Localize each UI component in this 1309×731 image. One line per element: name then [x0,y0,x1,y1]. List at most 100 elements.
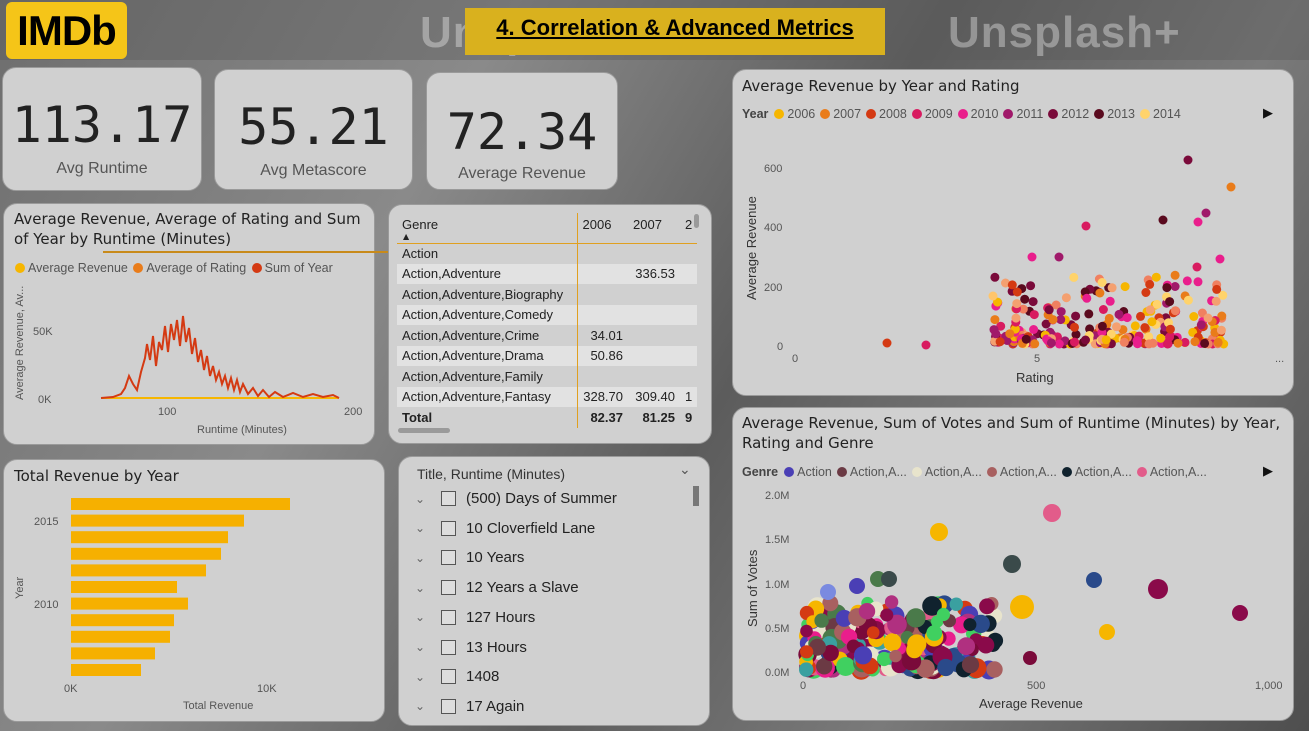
bar[interactable] [71,581,177,593]
scatter-point[interactable] [1097,278,1107,287]
chevron-expand-icon[interactable]: ⌄ [415,491,426,506]
table-row[interactable]: Action [397,243,697,264]
table-row[interactable]: Action,Adventure 336.53 [397,263,698,284]
scatter-point[interactable] [1002,336,1012,345]
chevron-expand-icon[interactable]: ⌄ [415,580,426,595]
scatter-point[interactable] [1211,296,1221,306]
kpi-card-average-revenue[interactable]: 72.34 Average Revenue [426,72,618,190]
scatter-point[interactable] [988,291,998,301]
scatter-point[interactable] [1196,320,1206,330]
scatter-point[interactable] [1226,182,1236,192]
scatter-point[interactable] [1182,276,1192,286]
scatter-point[interactable] [877,651,892,667]
scatter-point[interactable] [1165,297,1175,307]
scatter-point[interactable] [799,662,814,677]
scatter-point[interactable] [1189,312,1199,321]
scatter-point[interactable] [1105,296,1115,306]
scatter-point[interactable] [882,338,892,348]
scatter-point[interactable] [1170,282,1180,291]
bar[interactable] [71,531,228,544]
scatter-point[interactable] [961,656,980,674]
bar[interactable] [71,514,244,527]
chevron-expand-icon[interactable]: ⌄ [415,521,426,536]
checkbox[interactable] [441,580,456,596]
chevron-down-icon[interactable]: ⌄ [679,462,691,478]
table-row[interactable]: Action,Adventure,Drama 50.86 [397,345,698,366]
scatter-point[interactable] [1070,322,1079,332]
scatter-point[interactable] [816,658,833,675]
scatter-point[interactable] [1158,215,1168,225]
scatter-point[interactable] [1048,315,1058,325]
scatter-point[interactable] [937,658,955,677]
scatter-point[interactable] [1193,277,1203,287]
scatter-point[interactable] [1140,323,1150,333]
checkbox[interactable] [441,550,456,566]
scatter-point[interactable] [1070,337,1079,347]
line-chart-card[interactable] [3,203,375,445]
scatter-point[interactable] [1071,311,1081,321]
bar[interactable] [71,664,141,676]
line-chart-legend[interactable]: Average Revenue Average of Rating Sum of… [13,261,333,275]
scatter-point[interactable] [1162,283,1172,293]
scatter-point[interactable] [1148,579,1168,599]
scatter-point[interactable] [836,657,856,676]
scatter-point[interactable] [916,659,935,678]
scatter-point[interactable] [957,637,976,656]
scatter-point[interactable] [1028,297,1038,307]
scatter-point[interactable] [1071,330,1081,339]
scatter-point[interactable] [1082,293,1092,303]
slicer-item[interactable]: ⌄ (500) Days of Summer [415,490,617,507]
scatter-point[interactable] [1007,280,1017,290]
scatter-point[interactable] [906,641,923,659]
scatter-point[interactable] [1085,324,1095,334]
scatter-point[interactable] [1106,329,1116,339]
scatter-point[interactable] [1027,252,1037,262]
scatter-point[interactable] [883,633,902,652]
scatter-point[interactable] [1192,262,1202,272]
scatter-point[interactable] [814,613,829,628]
scatter-point[interactable] [1003,555,1021,573]
table-row[interactable]: Action,Adventure,Fantasy 328.70 309.40 1 [397,386,698,407]
table-row[interactable]: Action,Adventure,Family [397,366,697,387]
table-row[interactable]: Action,Adventure,Biography [397,284,697,305]
scatter-point[interactable] [949,597,963,611]
scatter-point[interactable] [1163,339,1173,349]
scatter-point[interactable] [1054,339,1064,349]
slicer-item[interactable]: ⌄ 17 Again [415,698,524,715]
scatter-point[interactable] [1001,278,1010,288]
scatter-point[interactable] [1141,288,1151,297]
matrix-header-genre[interactable]: Genre [402,217,439,232]
scatter-point[interactable] [1170,270,1180,280]
scatter-point[interactable] [1011,313,1021,323]
checkbox[interactable] [441,520,456,536]
scatter-point[interactable] [1213,337,1223,347]
matrix-vertical-scrollbar[interactable] [694,214,699,228]
scatter-point[interactable] [1010,595,1034,619]
scatter-point[interactable] [1190,337,1200,347]
slicer-item[interactable]: ⌄ 10 Cloverfield Lane [415,520,595,537]
scatter-point[interactable] [1173,338,1183,348]
scatter-point[interactable] [1119,337,1129,347]
slicer-item[interactable]: ⌄ 10 Years [415,549,524,566]
scatter-point[interactable] [1056,315,1066,325]
checkbox[interactable] [441,639,456,655]
scatter-point[interactable] [1021,334,1031,344]
scatter-point[interactable] [1081,221,1091,231]
scatter-point[interactable] [1183,295,1193,305]
scatter-point[interactable] [1147,317,1157,327]
scatter-point[interactable] [822,644,839,662]
table-row[interactable]: Action,Adventure,Crime 34.01 [397,325,697,346]
chevron-expand-icon[interactable]: ⌄ [415,669,426,684]
scatter-point[interactable] [990,315,1000,325]
scatter-point[interactable] [1046,338,1056,348]
scatter-point[interactable] [936,607,950,622]
matrix-header-year[interactable]: 2006 [576,213,628,243]
chevron-expand-icon[interactable]: ⌄ [415,550,426,565]
scatter-point[interactable] [1081,335,1090,345]
scatter-point[interactable] [963,618,977,632]
scatter-point[interactable] [971,614,990,634]
scatter-point[interactable] [1120,282,1130,292]
checkbox[interactable] [441,491,456,506]
scatter-point[interactable] [1193,217,1203,227]
bar[interactable] [71,547,221,560]
